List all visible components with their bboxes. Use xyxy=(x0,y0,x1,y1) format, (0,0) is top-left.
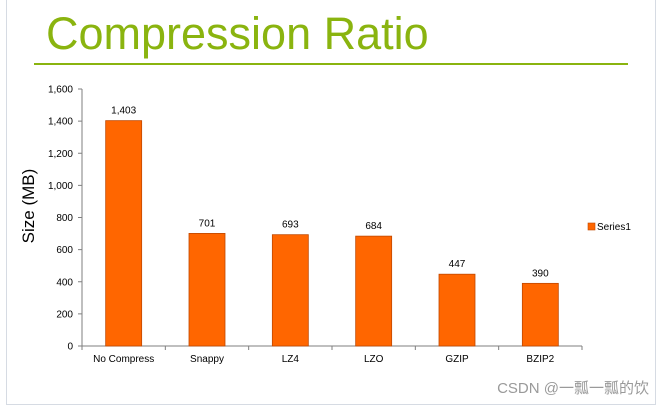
data-label: 390 xyxy=(532,268,549,279)
y-tick-label: 400 xyxy=(56,277,73,288)
data-label: 693 xyxy=(282,220,299,231)
y-tick-labels: 0 200 400 600 800 1,000 1,200 1,400 1,600 xyxy=(48,85,73,353)
x-tick-label: LZ4 xyxy=(282,354,300,365)
bar xyxy=(521,282,559,347)
bar xyxy=(355,235,393,347)
bar xyxy=(188,233,226,347)
y-tick-label: 600 xyxy=(56,245,73,256)
data-label: 447 xyxy=(449,259,466,270)
bar xyxy=(105,120,143,347)
x-tick-labels: No Compress Snappy LZ4 LZO GZIP BZIP2 xyxy=(93,354,555,365)
x-tick-label: LZO xyxy=(364,354,384,365)
bar xyxy=(438,273,476,347)
y-tick-label: 200 xyxy=(56,309,73,320)
y-tick-label: 800 xyxy=(56,213,73,224)
chart-legend: Series1 xyxy=(587,222,631,233)
data-labels: 1,403 701 693 684 447 390 xyxy=(111,106,549,280)
title-divider xyxy=(34,63,628,65)
y-axis-label: Size (MB) xyxy=(19,169,38,244)
y-tick-label: 1,000 xyxy=(48,181,73,192)
y-tick-label: 1,400 xyxy=(48,117,73,128)
legend-label: Series1 xyxy=(597,222,631,233)
data-label: 684 xyxy=(365,221,382,232)
data-label: 701 xyxy=(199,218,216,229)
x-tick-label: GZIP xyxy=(445,354,469,365)
y-tick-label: 1,600 xyxy=(48,85,73,96)
y-tick-label: 0 xyxy=(67,342,73,353)
watermark-text: CSDN @一瓢一瓢的饮 xyxy=(497,380,649,397)
legend-swatch xyxy=(587,222,596,231)
x-tick-label: BZIP2 xyxy=(526,354,554,365)
bar xyxy=(271,234,309,347)
chart-bars xyxy=(105,120,559,347)
chart-axes xyxy=(78,88,583,350)
data-label: 1,403 xyxy=(111,106,136,117)
x-tick-label: Snappy xyxy=(190,354,224,365)
slide-title: Compression Ratio xyxy=(46,8,429,59)
x-tick-label: No Compress xyxy=(93,354,154,365)
y-tick-label: 1,200 xyxy=(48,149,73,160)
